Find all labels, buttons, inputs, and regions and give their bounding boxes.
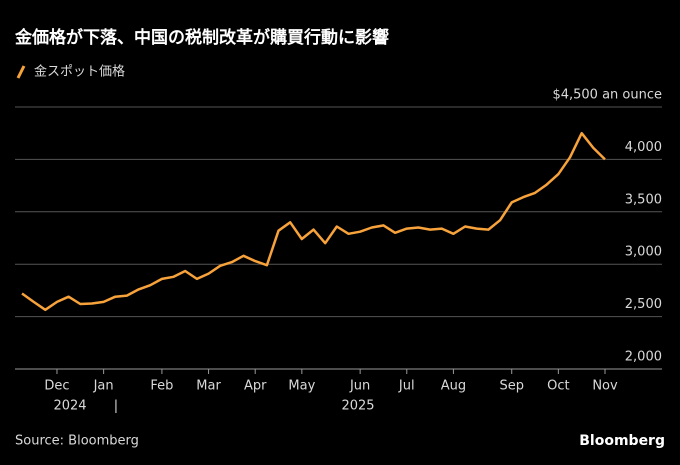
y-tick-label: 3,500	[625, 192, 662, 207]
x-tick-label: Nov	[592, 379, 618, 394]
x-tick-label: Mar	[196, 379, 221, 394]
legend-label: 金スポット価格	[34, 64, 125, 80]
price-line	[21, 131, 606, 312]
x-tick-label: Oct	[547, 379, 569, 394]
x-tick-label: Apr	[244, 379, 267, 394]
x-tick-label: Dec	[44, 379, 69, 394]
year-separator: |	[114, 399, 118, 414]
x-tick-label: Jul	[398, 379, 415, 394]
y-tick-label: 4,000	[625, 140, 662, 155]
x-tick-label: Jun	[349, 379, 370, 394]
brand: Bloomberg	[579, 433, 665, 449]
y-tick-label: 3,000	[625, 245, 662, 260]
legend-swatch	[16, 65, 26, 79]
year-label: 2025	[341, 399, 374, 414]
year-label: 2024	[53, 399, 86, 414]
y-tick-label: 2,500	[625, 297, 662, 312]
x-tick-label: Jan	[93, 379, 114, 394]
x-tick-label: Sep	[499, 379, 524, 394]
source: Source: Bloomberg	[15, 434, 139, 449]
x-tick-label: May	[288, 379, 315, 394]
x-tick-label: Feb	[150, 379, 173, 394]
x-tick-label: Aug	[441, 379, 466, 394]
y-tick-label: $4,500 an ounce	[552, 88, 662, 103]
chart-title: 金価格が下落、中国の税制改革が購買行動に影響	[14, 27, 389, 48]
y-tick-label: 2,000	[625, 350, 662, 365]
